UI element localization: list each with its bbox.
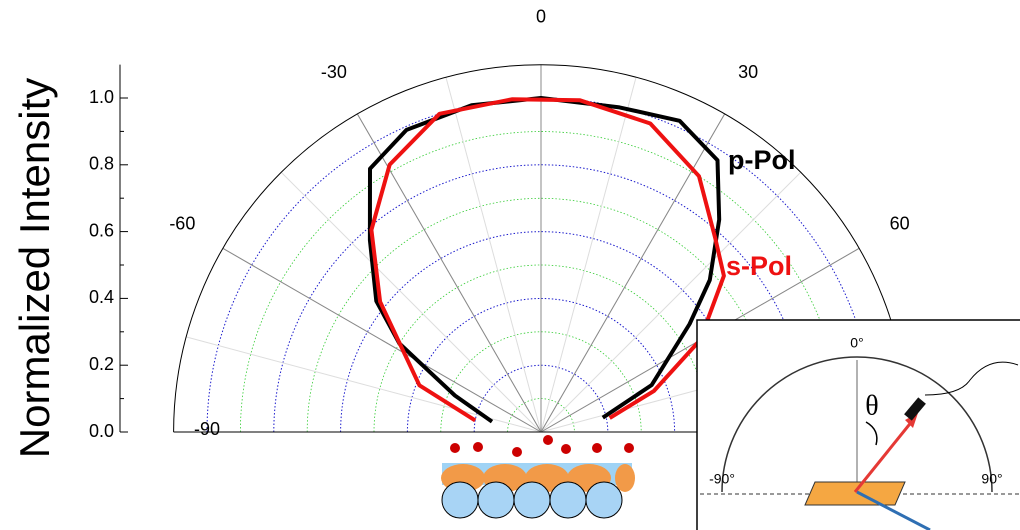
minor-spoke xyxy=(541,77,636,432)
r-tick-label: 1.0 xyxy=(89,87,114,107)
r-tick-label: 0.0 xyxy=(89,421,114,441)
spoke xyxy=(357,114,541,432)
inset-diagram: 0° θ -90° 90° xyxy=(697,320,1020,530)
angle-label: -90 xyxy=(194,419,220,439)
inset-label: 90° xyxy=(981,471,1002,487)
inset-label: 0° xyxy=(850,335,863,351)
series-line xyxy=(370,98,719,422)
legend-label: p-Pol xyxy=(728,145,796,175)
minor-spoke xyxy=(281,172,541,432)
r-tick-label: 0.2 xyxy=(89,354,114,374)
angle-label: -60 xyxy=(169,214,195,234)
chart: Normalized Intensity -90 -60 -30 0 30 60 0.0 0.… xyxy=(0,0,1020,530)
inset-label: θ xyxy=(865,390,878,421)
spoke xyxy=(223,248,541,432)
r-tick-label: 0.6 xyxy=(89,220,114,240)
angle-label: 0 xyxy=(536,7,546,27)
inset-label: -90° xyxy=(709,471,735,487)
angle-label: 60 xyxy=(890,214,910,234)
series-line xyxy=(371,99,724,420)
substrate-sketch xyxy=(441,435,635,518)
angle-label: -30 xyxy=(321,62,347,82)
r-tick-label: 0.8 xyxy=(89,154,114,174)
minor-spoke xyxy=(446,77,541,432)
legend-label: s-Pol xyxy=(726,251,792,281)
y-axis-title: Normalized Intensity xyxy=(11,78,58,458)
angle-label: 30 xyxy=(738,62,758,82)
r-tick-label: 0.4 xyxy=(89,287,114,307)
